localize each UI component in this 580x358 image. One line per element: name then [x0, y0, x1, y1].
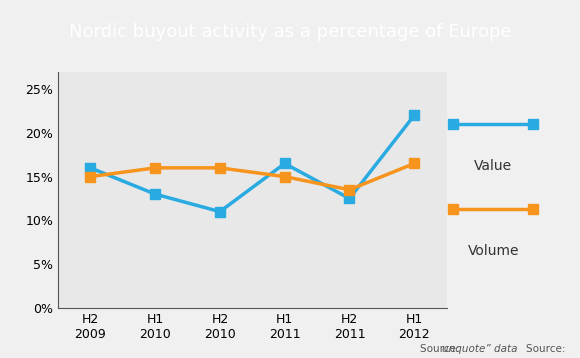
Text: Source:: Source:	[525, 344, 568, 354]
Text: Volume: Volume	[467, 244, 519, 258]
Text: Source:: Source:	[420, 344, 463, 354]
Text: unquote” data: unquote” data	[442, 344, 517, 354]
Text: Value: Value	[474, 159, 512, 173]
Text: Nordic buyout activity as a percentage of Europe: Nordic buyout activity as a percentage o…	[68, 23, 512, 41]
